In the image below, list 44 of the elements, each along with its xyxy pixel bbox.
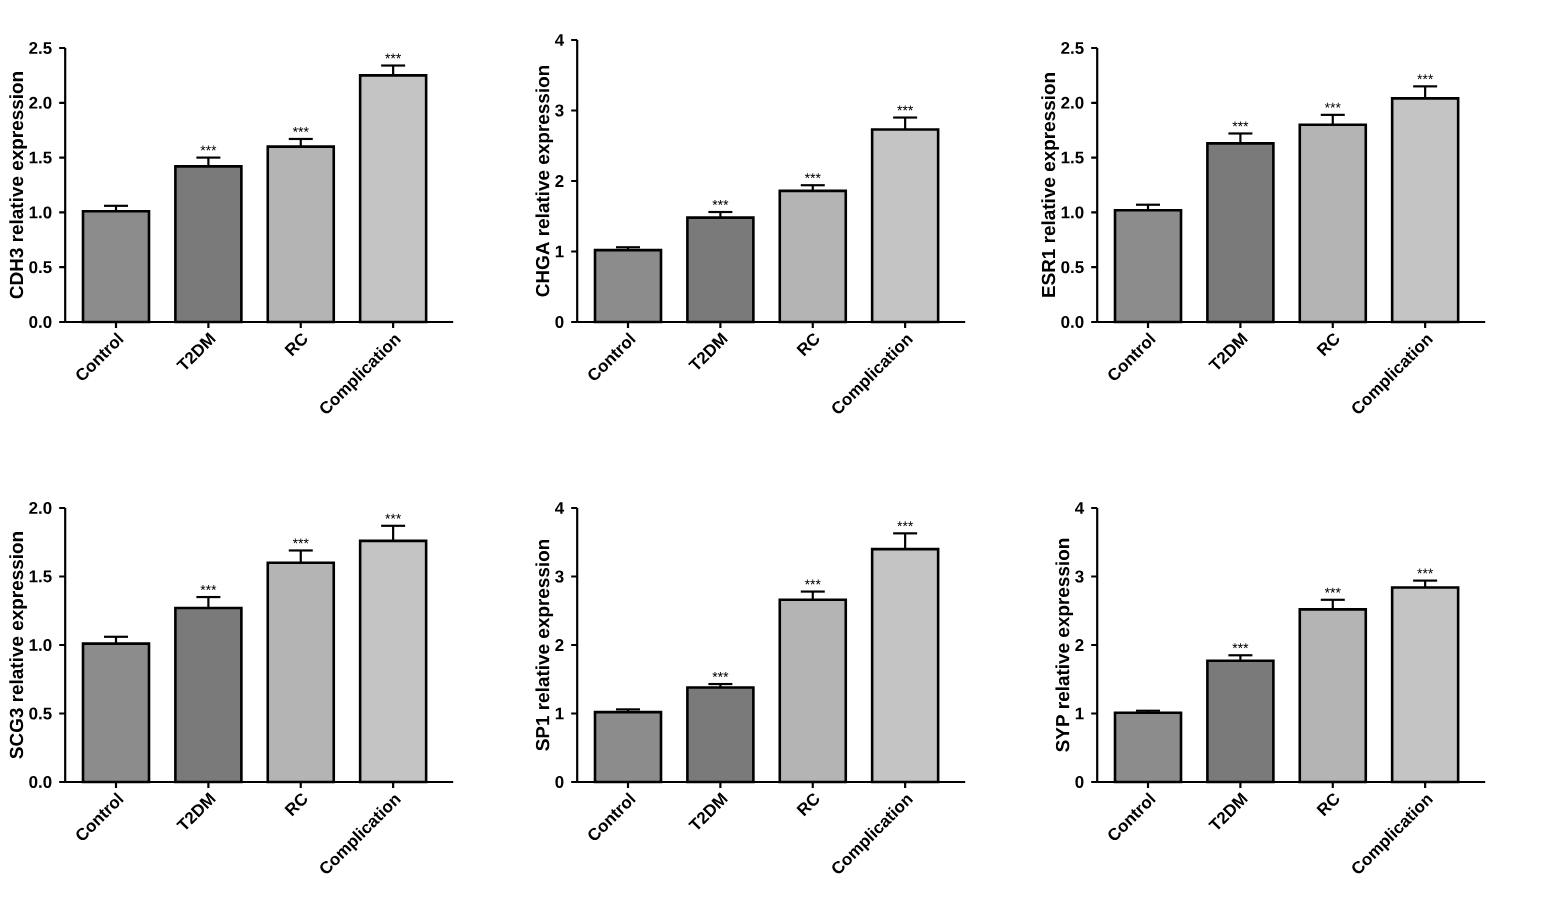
y-tick-label: 2.0 <box>1061 96 1084 109</box>
y-tick-label: 0 <box>555 776 564 788</box>
x-tick-label: RC <box>796 793 820 817</box>
y-tick-label: 2.0 <box>29 96 52 109</box>
x-tick-label: RC <box>1316 333 1340 357</box>
y-tick-label: 2 <box>555 639 564 651</box>
y-tick-label: 0 <box>1075 776 1084 788</box>
y-axis-title: SCG3 relative expression <box>9 532 27 759</box>
y-tick-label: 2.5 <box>1061 42 1084 54</box>
y-tick-label: 1 <box>555 245 564 258</box>
x-tick-label: RC <box>284 333 308 357</box>
y-tick-label: 2.5 <box>29 42 52 54</box>
y-tick-label: 2 <box>555 175 564 187</box>
y-tick-label: 3 <box>555 570 564 583</box>
y-tick-label: 1.0 <box>29 639 52 651</box>
y-axis-title: CHGA relative expression <box>535 65 554 297</box>
y-tick-label: 0.5 <box>1061 261 1084 274</box>
y-tick-label: 0.0 <box>29 316 52 328</box>
y-tick-label: 1.5 <box>29 151 52 164</box>
y-tick-label: 0.5 <box>29 261 52 274</box>
y-tick-label: 1.5 <box>29 570 52 583</box>
x-tick-label: RC <box>796 333 820 357</box>
x-tick-label: RC <box>1316 793 1340 817</box>
y-tick-label: 2 <box>1075 639 1084 651</box>
y-tick-label: 0.0 <box>1061 316 1084 328</box>
y-tick-label: 4 <box>554 34 565 46</box>
y-axis-title: CDH3 relative expression <box>9 72 27 299</box>
y-tick-label: 1.0 <box>29 206 52 219</box>
y-tick-label: 2.0 <box>29 502 52 514</box>
x-tick-label: RC <box>284 793 308 817</box>
y-tick-label: 4 <box>1074 502 1085 514</box>
y-axis-title: SP1 relative expression <box>535 539 554 751</box>
y-tick-label: 3 <box>555 104 564 117</box>
y-tick-label: 1 <box>555 707 564 720</box>
y-tick-label: 1 <box>1075 707 1084 720</box>
y-tick-label: 4 <box>554 502 565 514</box>
y-axis-title: SYP relative expression <box>1055 538 1074 752</box>
y-tick-label: 0.0 <box>29 776 52 788</box>
y-tick-label: 3 <box>1075 570 1084 583</box>
y-axis-title: ESR1 relative expression <box>1041 73 1059 297</box>
y-tick-label: 0.5 <box>29 707 52 720</box>
y-tick-label: 0 <box>555 316 564 328</box>
y-tick-label: 1.0 <box>1061 206 1084 219</box>
y-tick-label: 1.5 <box>1061 151 1084 164</box>
